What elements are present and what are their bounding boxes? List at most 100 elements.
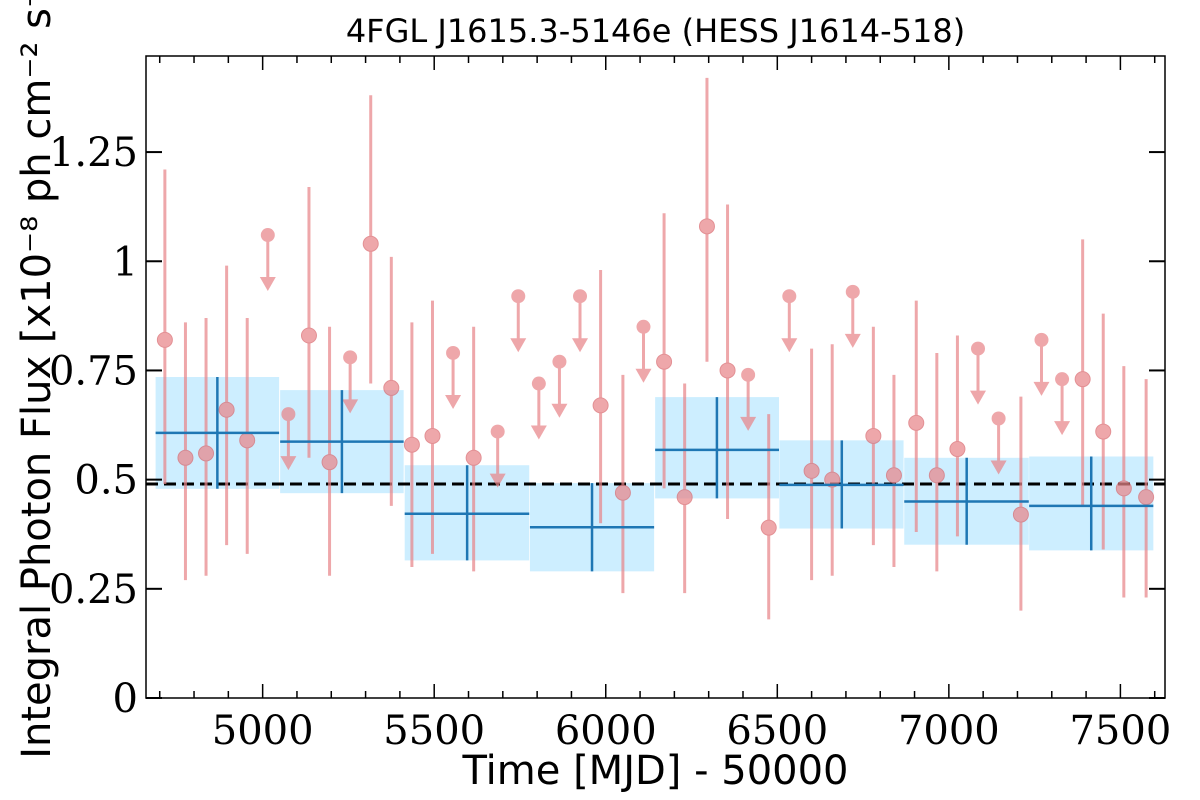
data-point: [824, 471, 841, 488]
long-bin-4: [529, 483, 655, 572]
upper-limit-arrow: [280, 456, 297, 471]
y-axis-ticks: 0 0.25 0.5 0.75 1 1.25: [49, 130, 1165, 722]
short-bin-3: [198, 318, 215, 576]
short-bin-31: [781, 289, 798, 353]
long-bin-uncertainty-bands: [155, 377, 1154, 572]
short-bin-41: [990, 411, 1007, 475]
short-bin-25: [656, 213, 673, 489]
short-bin-22: [592, 270, 609, 524]
upper-limit-marker: [845, 284, 860, 299]
short-bin-10: [342, 350, 359, 414]
upper-limit-arrow: [990, 460, 1007, 475]
upper-limit-arrow: [342, 399, 359, 414]
x-tick-label: 5000: [212, 708, 314, 754]
data-point: [908, 414, 925, 431]
short-bin-points: [156, 77, 1155, 620]
x-tick-label: 7500: [1069, 708, 1171, 754]
data-point: [592, 397, 609, 414]
upper-limit-arrow: [844, 333, 861, 348]
data-point: [239, 432, 256, 449]
y-tick-label: 0: [113, 676, 138, 722]
upper-limit-arrow: [1033, 381, 1050, 396]
data-point: [1115, 480, 1132, 497]
upper-limit-marker: [260, 228, 275, 243]
short-bin-12: [383, 256, 400, 506]
short-bin-16: [465, 326, 482, 572]
data-point: [865, 427, 882, 444]
short-bin-2: [177, 322, 194, 581]
data-point: [424, 427, 441, 444]
short-bin-39: [949, 335, 966, 537]
data-point: [403, 436, 420, 453]
upper-limit-marker: [741, 367, 756, 382]
short-bin-1: [156, 169, 173, 484]
upper-limit-arrow: [489, 473, 506, 488]
short-bin-15: [445, 345, 462, 409]
upper-limit-arrow: [1054, 421, 1071, 436]
upper-limit-marker: [991, 411, 1006, 426]
upper-limit-marker: [281, 407, 296, 422]
short-bin-7: [280, 407, 297, 471]
x-tick-label: 6000: [555, 708, 657, 754]
data-point: [803, 462, 820, 479]
x-tick-label: 7000: [898, 708, 1000, 754]
upper-limit-arrow: [970, 390, 987, 405]
short-bin-42: [1012, 396, 1029, 611]
short-bin-13: [403, 322, 420, 567]
y-axis-label: Integral Photon Flux [x10⁻⁸ ph cm⁻² s⁻¹]: [14, 0, 60, 759]
x-tick-label: 6500: [726, 708, 828, 754]
short-bin-36: [885, 374, 902, 567]
y-tick-label: 0.5: [74, 458, 138, 504]
short-bin-30: [760, 414, 777, 620]
short-bin-24: [635, 319, 652, 383]
y-tick-label: 0.75: [49, 348, 138, 394]
short-bin-11: [362, 95, 379, 384]
data-point: [156, 331, 173, 348]
short-bin-40: [970, 341, 987, 405]
short-bin-29: [740, 367, 757, 431]
short-bin-43: [1033, 332, 1050, 396]
short-bin-19: [530, 376, 547, 440]
upper-limit-marker: [1055, 372, 1070, 387]
short-bin-27: [698, 77, 715, 362]
short-bin-46: [1095, 313, 1112, 550]
short-bin-37: [908, 300, 925, 533]
data-point: [177, 449, 194, 466]
chart-title: 4FGL J1615.3-5146e (HESS J1614-518): [346, 12, 965, 50]
upper-limit-marker: [971, 341, 986, 356]
data-point: [676, 489, 693, 506]
upper-limit-arrow: [259, 277, 276, 292]
data-point: [928, 467, 945, 484]
short-bin-17: [489, 424, 506, 488]
data-point: [1138, 489, 1155, 506]
data-point: [362, 235, 379, 252]
short-bin-28: [719, 204, 736, 519]
short-bin-32: [803, 348, 820, 581]
upper-limit-marker: [446, 345, 461, 360]
short-bin-35: [865, 326, 882, 546]
plot-frame: [145, 55, 1166, 699]
short-bin-44: [1054, 372, 1071, 436]
data-point: [719, 362, 736, 379]
data-point: [321, 454, 338, 471]
short-bin-6: [259, 228, 276, 292]
upper-limit-arrow: [510, 338, 527, 353]
data-point: [656, 353, 673, 370]
upper-limit-marker: [511, 289, 526, 304]
data-point: [885, 467, 902, 484]
data-point: [760, 519, 777, 536]
upper-limit-arrow: [740, 416, 757, 431]
data-point: [1095, 423, 1112, 440]
long-bin-1: [155, 377, 280, 489]
long-bin-7: [904, 457, 1029, 545]
short-bin-34: [844, 284, 861, 348]
upper-limit-marker: [573, 289, 588, 304]
upper-limit-arrow: [551, 403, 568, 418]
upper-limit-marker: [490, 424, 505, 439]
data-point: [698, 218, 715, 235]
data-point: [1012, 506, 1029, 523]
long-bin-3: [404, 465, 530, 561]
short-bin-4: [218, 265, 235, 546]
upper-limit-arrow: [445, 394, 462, 409]
